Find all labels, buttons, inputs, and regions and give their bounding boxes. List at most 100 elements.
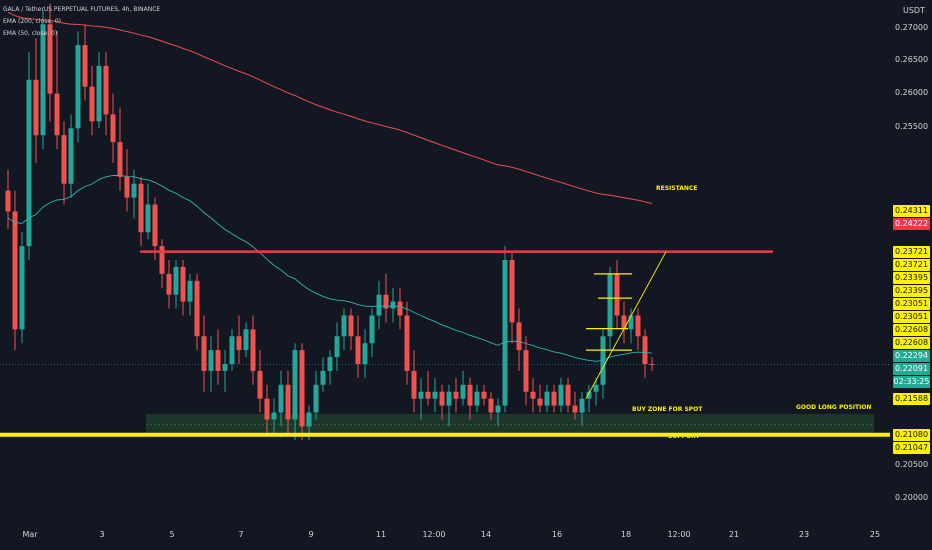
- candle-body: [243, 329, 249, 351]
- candle-body: [285, 384, 291, 420]
- candle-body: [124, 176, 130, 198]
- candle-body: [222, 364, 228, 371]
- candle-body: [82, 45, 88, 87]
- countdown-tag: 02:33:25: [893, 375, 930, 388]
- candle-body: [26, 79, 32, 247]
- candle-body: [607, 273, 613, 337]
- candle-body: [341, 315, 347, 337]
- candle-body: [537, 398, 543, 406]
- time-label: 21: [728, 530, 740, 539]
- candle-body: [628, 315, 634, 330]
- candle-body: [299, 350, 305, 427]
- candle-body: [544, 391, 550, 406]
- candle-body: [138, 183, 144, 233]
- candle-body: [215, 350, 221, 371]
- candle-body: [33, 79, 39, 136]
- time-label: 25: [869, 530, 881, 539]
- price-label: 0.26500: [895, 55, 929, 64]
- candle-body: [474, 391, 480, 406]
- candle-body: [313, 384, 319, 413]
- time-label: 18: [620, 530, 632, 539]
- candle-body: [236, 336, 242, 351]
- candle-body: [306, 412, 312, 427]
- price-tag: 0.22294: [893, 349, 930, 362]
- price-tag: 0.23721: [893, 245, 930, 258]
- candle-body: [348, 315, 354, 337]
- price-tag: 0.23721: [893, 258, 930, 271]
- candle-body: [159, 246, 165, 274]
- candle-body: [54, 93, 60, 136]
- candle-body: [551, 391, 557, 406]
- price-tag: 0.23051: [893, 297, 930, 310]
- price-label: 0.20500: [895, 460, 929, 469]
- price-tag: 0.22608: [893, 323, 930, 336]
- time-label: 5: [169, 530, 175, 539]
- candle-body: [397, 301, 403, 316]
- candle-body: [208, 350, 214, 371]
- candle-body: [131, 183, 137, 198]
- time-label: 12:00: [422, 530, 446, 539]
- candle-body: [390, 301, 396, 309]
- candle-body: [614, 273, 620, 316]
- candle-body: [530, 391, 536, 399]
- support-label: SUPPORT: [668, 433, 700, 440]
- trend-projection-line: [585, 251, 667, 399]
- candle-body: [187, 280, 193, 302]
- candle-body: [495, 405, 501, 413]
- symbol-title: GALA / TetherUS PERPETUAL FUTURES, 4h, B…: [3, 6, 161, 13]
- candle-body: [40, 24, 46, 136]
- candle-body: [649, 364, 655, 365]
- candle-body: [334, 336, 340, 358]
- candle-body: [502, 260, 508, 406]
- price-tag: 0.24222: [893, 217, 930, 230]
- ema50-line: [7, 174, 653, 362]
- time-label: 11: [375, 530, 387, 539]
- price-tag: 0.23051: [893, 310, 930, 323]
- candle-body: [250, 329, 256, 371]
- candle-body: [642, 336, 648, 364]
- ema200-legend[interactable]: EMA (200, close, 0): [3, 18, 62, 25]
- candle-body: [446, 391, 452, 406]
- time-label: 14: [480, 530, 492, 539]
- price-tag: 0.24311: [893, 204, 930, 217]
- candle-body: [68, 128, 74, 184]
- candle-body: [635, 315, 641, 337]
- price-label: 0.27000: [895, 23, 929, 32]
- time-label: 7: [238, 530, 244, 539]
- candle-body: [586, 391, 592, 399]
- candle-body: [481, 391, 487, 399]
- time-label: 9: [308, 530, 314, 539]
- candle-body: [558, 384, 564, 406]
- candle-body: [453, 391, 459, 399]
- candle-body: [47, 24, 53, 94]
- candle-body: [369, 315, 375, 344]
- candle-body: [201, 336, 207, 371]
- time-label: Mar: [22, 530, 38, 539]
- price-label: 0.25500: [895, 122, 929, 131]
- candle-body: [523, 350, 529, 392]
- candle-body: [439, 391, 445, 406]
- candle-body: [621, 315, 627, 330]
- time-label: 23: [798, 530, 810, 539]
- candle-body: [152, 204, 158, 247]
- candle-body: [425, 391, 431, 399]
- candle-body: [404, 315, 410, 371]
- currency-label: USDT: [903, 6, 925, 15]
- time-label: 16: [551, 530, 563, 539]
- candle-body: [103, 65, 109, 115]
- price-label: 0.20000: [895, 493, 929, 502]
- candle-body: [411, 370, 417, 399]
- time-label: 3: [99, 530, 105, 539]
- candle-body: [432, 391, 438, 399]
- candle-body: [264, 398, 270, 420]
- ema200-line: [7, 11, 653, 205]
- candle-body: [75, 45, 81, 129]
- candle-body: [327, 357, 333, 371]
- resistance-label: RESISTANCE: [656, 185, 698, 192]
- candle-body: [19, 246, 25, 330]
- candle-body: [5, 190, 11, 212]
- candle-body: [509, 260, 515, 323]
- ema50-legend[interactable]: EMA (50, close, 0): [3, 30, 58, 37]
- candle-body: [89, 86, 95, 122]
